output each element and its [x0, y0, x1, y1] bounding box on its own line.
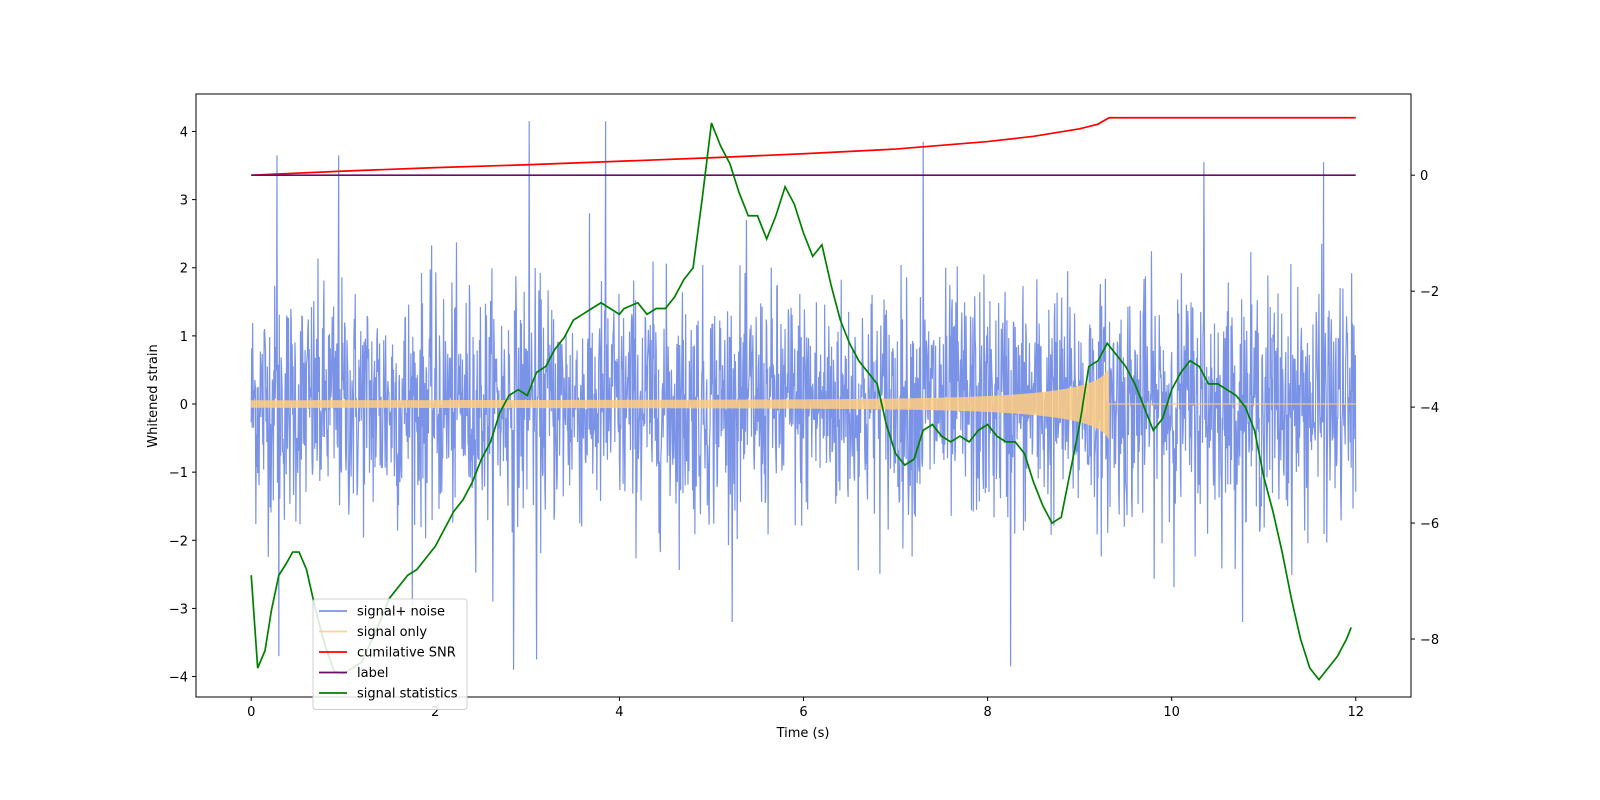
series-line-cumilative-snr — [251, 116, 1356, 177]
legend: signal+ noise signal only cumilative SNR la… — [312, 598, 468, 710]
y-tick-label: −3 — [169, 602, 188, 617]
series-layer — [250, 116, 1357, 681]
y2-tick-label: −2 — [1420, 285, 1439, 300]
y-tick-label: 4 — [180, 125, 188, 140]
x-tick-label: 6 — [799, 705, 807, 720]
x-axis: 0 2 4 6 8 10 12 — [247, 697, 1364, 720]
x-tick-label: 8 — [983, 705, 991, 720]
y2-tick-label: −4 — [1420, 401, 1439, 416]
y2-tick-label: −8 — [1420, 633, 1439, 648]
y2-tick-label: 0 — [1420, 169, 1428, 184]
y-tick-label: −2 — [169, 534, 188, 549]
series-line-signal-statistics — [250, 122, 1352, 681]
y-axis-label: Whitened strain — [146, 344, 161, 447]
legend-entry: signal statistics — [357, 687, 458, 702]
legend-entry: cumilative SNR — [357, 646, 456, 661]
series-line-signal-only — [250, 369, 1356, 440]
y-tick-label: 2 — [180, 262, 188, 277]
x-tick-label: 0 — [247, 705, 255, 720]
y-tick-label: 0 — [180, 398, 188, 413]
x-axis-label: Time (s) — [776, 726, 830, 741]
x-tick-label: 2 — [431, 705, 439, 720]
y-tick-label: 3 — [180, 194, 188, 209]
y-axis-left: −4 −3 −2 −1 0 1 2 3 4 — [169, 125, 196, 686]
x-tick-label: 10 — [1163, 705, 1180, 720]
y-axis-right: −8 −6 −4 −2 0 — [1411, 169, 1439, 648]
y-tick-label: −1 — [169, 466, 188, 481]
y-tick-label: 1 — [180, 330, 188, 345]
y-tick-label: −4 — [169, 671, 188, 686]
x-tick-label: 4 — [615, 705, 623, 720]
legend-entry: label — [357, 666, 388, 681]
legend-entry: signal+ noise — [357, 605, 445, 620]
legend-box — [312, 598, 468, 710]
legend-entry: signal only — [357, 625, 427, 640]
x-tick-label: 12 — [1347, 705, 1364, 720]
y2-tick-label: −6 — [1420, 517, 1439, 532]
